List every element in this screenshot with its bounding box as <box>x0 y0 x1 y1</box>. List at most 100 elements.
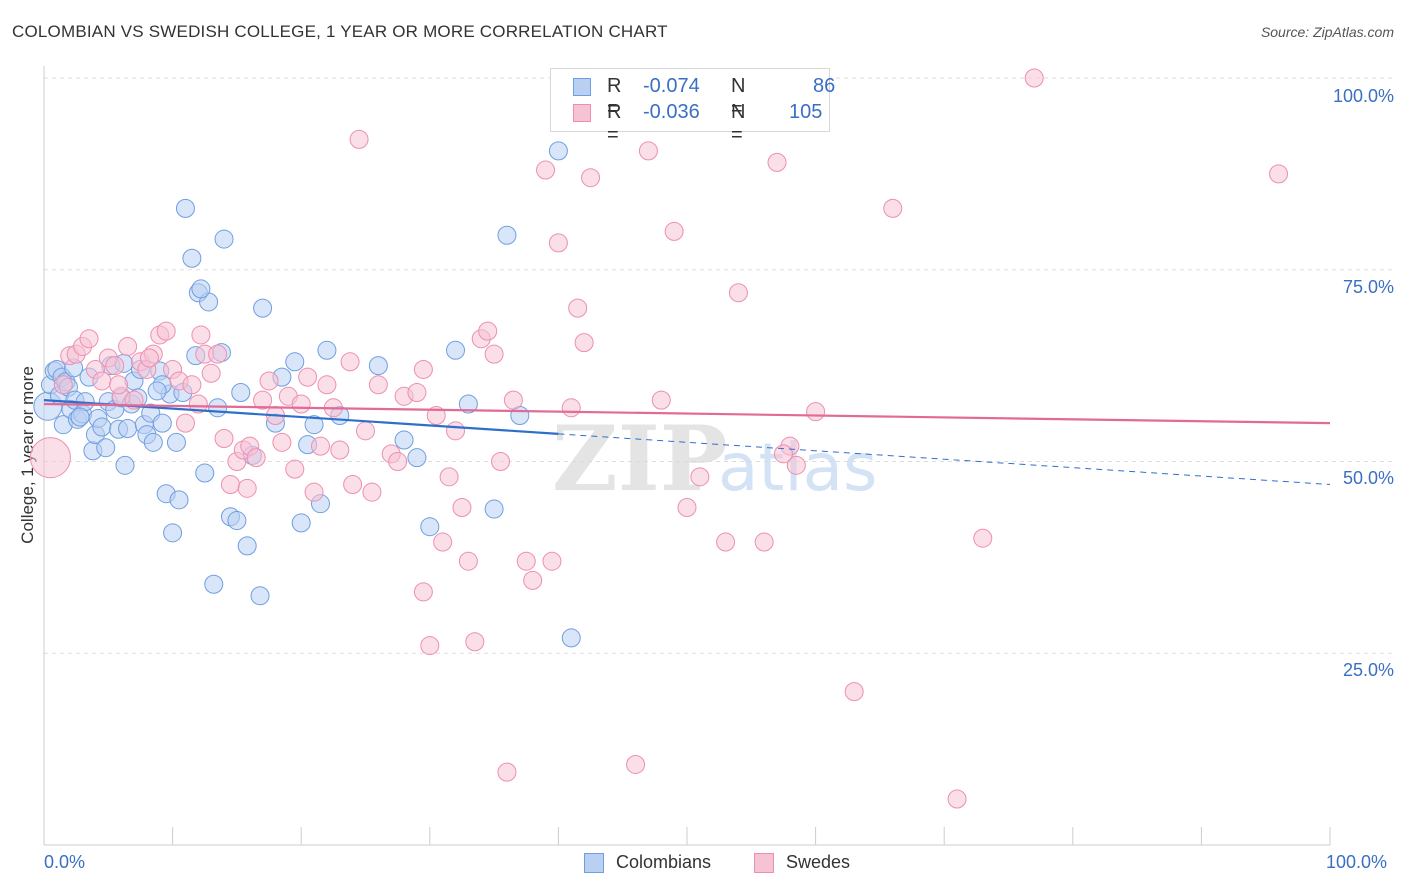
swedes-point <box>716 532 736 552</box>
swedes-point <box>786 455 806 475</box>
swedes-point <box>214 428 234 448</box>
swedes-point <box>626 754 646 774</box>
source-credit: Source: ZipAtlas.com <box>1260 24 1394 40</box>
swedes-point <box>677 498 697 518</box>
colombians-point <box>227 511 247 531</box>
swedes-point <box>503 390 523 410</box>
swedes-point <box>182 375 202 395</box>
swedes-point <box>452 498 472 518</box>
swedes-point <box>754 532 774 552</box>
swedes-point <box>728 283 748 303</box>
n-label: N = <box>731 75 746 120</box>
colombians-point <box>317 340 337 360</box>
colombians-point <box>484 499 504 519</box>
swedes-point <box>484 344 504 364</box>
colombians-point <box>118 419 138 439</box>
colombians-point <box>548 141 568 161</box>
swedes-point <box>516 551 536 571</box>
swedes-point <box>191 325 211 345</box>
swedes-point <box>175 413 195 433</box>
colombians-point <box>407 448 427 468</box>
n-value-colombians: 86 <box>813 75 836 97</box>
swedes-point <box>349 129 369 149</box>
watermark-zip: ZIP <box>552 406 727 512</box>
swedes-point <box>478 321 498 341</box>
swedes-point <box>413 582 433 602</box>
swedes-point <box>806 402 826 422</box>
swedes-trend-line <box>43 402 1331 425</box>
swedes-point <box>310 436 330 456</box>
y-tick-100: 100.0% <box>1332 86 1394 106</box>
colombians-point <box>96 438 116 458</box>
swedes-point <box>237 478 257 498</box>
n-value-swedes: 105 <box>789 101 823 123</box>
colombians-point <box>394 430 414 450</box>
swedes-point <box>156 321 176 341</box>
colombians-point <box>420 517 440 537</box>
r-value-swedes: -0.036 <box>643 101 700 123</box>
colombians-point <box>304 415 324 435</box>
swedes-point <box>973 528 993 548</box>
x-tick-min: 0.0% <box>44 852 86 872</box>
colombians-point <box>237 536 257 556</box>
colombians-point <box>195 463 215 483</box>
swedes-legend-swatch <box>754 853 774 873</box>
swedes-point <box>362 482 382 502</box>
swedes-point <box>536 160 556 180</box>
swedes-point <box>497 762 517 782</box>
swedes-point <box>201 363 221 383</box>
swedes-point <box>139 348 159 368</box>
swedes-point <box>272 432 292 452</box>
swedes-point <box>92 371 112 391</box>
colombians-point <box>175 198 195 218</box>
colombians-point <box>143 432 163 452</box>
swedes-point <box>664 221 684 241</box>
swedes-point <box>330 440 350 460</box>
colombians-point <box>497 225 517 245</box>
swedes-point <box>638 141 658 161</box>
swedes-point <box>458 551 478 571</box>
swedes-point <box>446 421 466 441</box>
colombians-point <box>446 340 466 360</box>
swedes-point <box>285 459 305 479</box>
swedes-swatch <box>573 104 591 122</box>
colombians-point <box>250 586 270 606</box>
swedes-point <box>53 375 73 395</box>
swedes-legend-label: Swedes <box>786 852 851 872</box>
swedes-point <box>340 352 360 372</box>
swedes-point <box>246 448 266 468</box>
swedes-point <box>883 198 903 218</box>
swedes-point <box>105 356 125 376</box>
swedes-point <box>548 233 568 253</box>
swedes-point <box>298 367 318 387</box>
swedes-point <box>407 382 427 402</box>
n-label: N = <box>731 101 746 146</box>
swedes-point <box>433 532 453 552</box>
swedes-point <box>574 333 594 353</box>
r-value-colombians: -0.074 <box>643 75 700 97</box>
swedes-point <box>356 421 375 441</box>
swedes-point <box>208 344 228 364</box>
colombians-point <box>115 455 135 475</box>
swedes-point <box>109 375 129 395</box>
swedes-point <box>304 482 324 502</box>
swedes-point <box>368 375 388 395</box>
swedes-point <box>581 168 601 188</box>
colombians-point <box>166 432 186 452</box>
swedes-point <box>844 682 864 702</box>
colombians-point <box>291 513 311 533</box>
colombians-point <box>204 574 224 594</box>
swedes-point <box>690 467 710 487</box>
colombians-point <box>70 407 90 427</box>
swedes-point <box>220 475 240 495</box>
colombians-point <box>285 352 305 372</box>
swedes-point <box>118 336 138 356</box>
colombians-point <box>163 523 183 543</box>
swedes-point <box>773 444 793 464</box>
colombians-point <box>182 248 202 268</box>
colombians-point <box>152 413 172 433</box>
colombians-point <box>169 490 189 510</box>
swedes-point <box>568 298 588 318</box>
correlation-legend: R = -0.074 N = 86 R = -0.036 N = 105 <box>550 68 835 146</box>
